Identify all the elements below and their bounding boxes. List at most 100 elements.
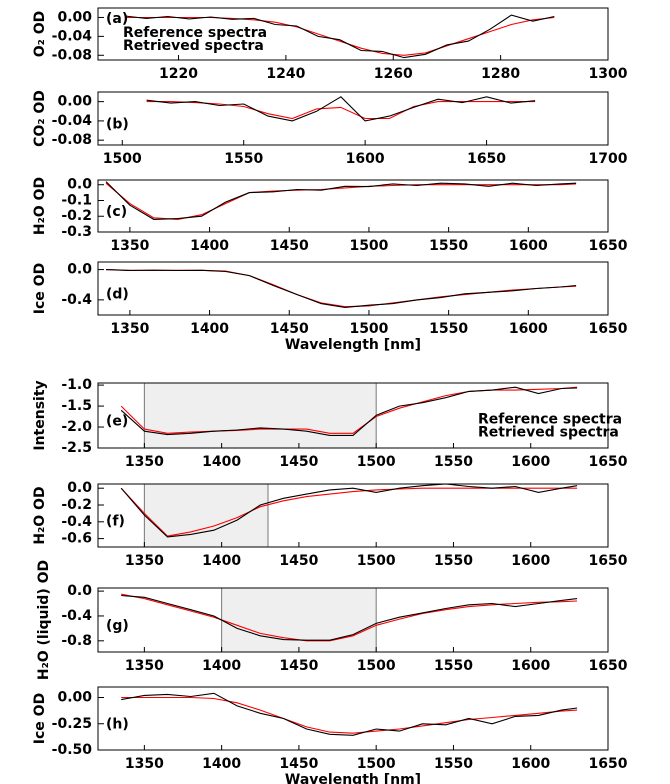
panel-label: (h) <box>106 717 129 733</box>
series-line <box>121 594 578 641</box>
x-tick-label: 1240 <box>266 66 305 82</box>
x-tick-label: 1550 <box>434 658 473 674</box>
panel-label: (g) <box>106 618 129 634</box>
y-tick-label: -0.6 <box>61 531 92 547</box>
y-axis-label: H₂O OD <box>32 177 48 235</box>
x-tick-label: 1550 <box>224 151 263 167</box>
x-tick-label: 1500 <box>349 321 388 337</box>
x-axis-label: Wavelength [nm] <box>285 772 421 784</box>
plot-frame <box>97 179 609 233</box>
series-line <box>120 386 578 434</box>
y-tick-label: -1.5 <box>61 398 92 414</box>
y-tick-label: -0.8 <box>61 633 92 649</box>
plot-frame <box>97 587 609 653</box>
x-tick-label: 1550 <box>429 238 468 254</box>
x-tick-label: 1220 <box>159 66 198 82</box>
y-tick-label: -0.04 <box>52 28 93 44</box>
x-tick-label: 1450 <box>279 553 318 569</box>
y-tick-label: -1.0 <box>61 377 92 393</box>
series-line <box>121 692 578 736</box>
x-tick-label: 1600 <box>509 321 548 337</box>
x-tick-label: 1450 <box>270 321 309 337</box>
y-axis-label: CO₂ OD <box>32 90 48 147</box>
y-tick-label: -0.08 <box>52 47 92 63</box>
plot-frame <box>97 382 609 449</box>
x-tick-label: 1650 <box>589 238 628 254</box>
y-tick-label: 0.00 <box>57 94 92 110</box>
x-tick-label: 1500 <box>349 238 388 254</box>
plot-frame <box>97 261 609 316</box>
panel-label: (a) <box>106 11 128 27</box>
plot-frame <box>97 483 609 548</box>
x-tick-label: 1650 <box>467 151 506 167</box>
series-line <box>121 593 578 642</box>
y-axis-label: H₂O OD <box>32 486 48 544</box>
x-tick-label: 1400 <box>202 756 241 772</box>
highlight-region <box>143 382 377 449</box>
x-tick-label: 1700 <box>589 151 628 167</box>
series-line <box>124 16 555 56</box>
y-axis-label: Intensity <box>32 380 48 450</box>
panel-label: (c) <box>106 204 127 220</box>
x-tick-label: 1650 <box>589 756 628 772</box>
series-line <box>120 483 578 538</box>
plot-frame <box>97 686 609 751</box>
x-tick-label: 1350 <box>110 321 149 337</box>
x-tick-label: 1550 <box>429 321 468 337</box>
y-tick-label: 0.0 <box>67 262 92 278</box>
series-line <box>121 696 578 734</box>
x-tick-label: 1300 <box>589 66 628 82</box>
series-line <box>124 14 555 59</box>
x-tick-label: 1350 <box>125 454 164 470</box>
y-tick-label: 0.0 <box>67 177 92 193</box>
x-tick-label: 1600 <box>511 756 550 772</box>
x-tick-label: 1400 <box>202 658 241 674</box>
x-tick-label: 1500 <box>357 454 396 470</box>
x-tick-label: 1280 <box>481 66 520 82</box>
panel-label: (b) <box>106 117 129 133</box>
x-tick-label: 1450 <box>279 756 318 772</box>
x-tick-label: 1400 <box>190 238 229 254</box>
y-tick-label: 0.0 <box>67 480 92 496</box>
x-tick-label: 1600 <box>511 454 550 470</box>
x-axis-label: Wavelength [nm] <box>285 337 421 353</box>
y-tick-label: -0.04 <box>52 113 93 129</box>
y-tick-label: -0.2 <box>61 208 92 224</box>
x-tick-label: 1600 <box>509 238 548 254</box>
x-tick-label: 1260 <box>374 66 413 82</box>
x-tick-label: 1350 <box>110 238 149 254</box>
x-tick-label: 1450 <box>279 454 318 470</box>
y-tick-label: -0.4 <box>61 608 92 624</box>
x-tick-label: 1550 <box>434 553 473 569</box>
y-axis-label: O₂ OD <box>32 11 48 57</box>
x-tick-label: 1550 <box>434 454 473 470</box>
series-line <box>105 269 577 308</box>
y-tick-label: -2.5 <box>61 440 92 456</box>
y-tick-label: -0.4 <box>61 514 92 530</box>
panel-label: (f) <box>106 514 125 530</box>
series-line <box>120 487 578 537</box>
x-tick-label: 1400 <box>190 321 229 337</box>
y-tick-label: -0.50 <box>52 742 93 758</box>
y-tick-label: -0.4 <box>61 292 92 308</box>
panel-label: (d) <box>106 287 129 303</box>
series-line <box>105 269 577 308</box>
series-line <box>105 182 577 220</box>
legend-label: Reference spectra <box>123 25 267 41</box>
y-tick-label: -2.0 <box>61 419 92 435</box>
series-line <box>146 96 536 122</box>
x-tick-label: 1650 <box>589 658 628 674</box>
legend-label: Retrieved spectra <box>478 425 619 441</box>
highlight-region <box>143 483 269 548</box>
y-axis-label: H₂O (liquid) OD <box>36 560 52 680</box>
y-tick-label: -0.08 <box>52 132 92 148</box>
x-tick-label: 1350 <box>125 658 164 674</box>
x-tick-label: 1600 <box>511 658 550 674</box>
x-tick-label: 1450 <box>270 238 309 254</box>
y-tick-label: -0.25 <box>52 716 92 732</box>
x-tick-label: 1350 <box>125 553 164 569</box>
x-tick-label: 1500 <box>103 151 142 167</box>
x-tick-label: 1450 <box>279 658 318 674</box>
series-line <box>146 101 536 120</box>
